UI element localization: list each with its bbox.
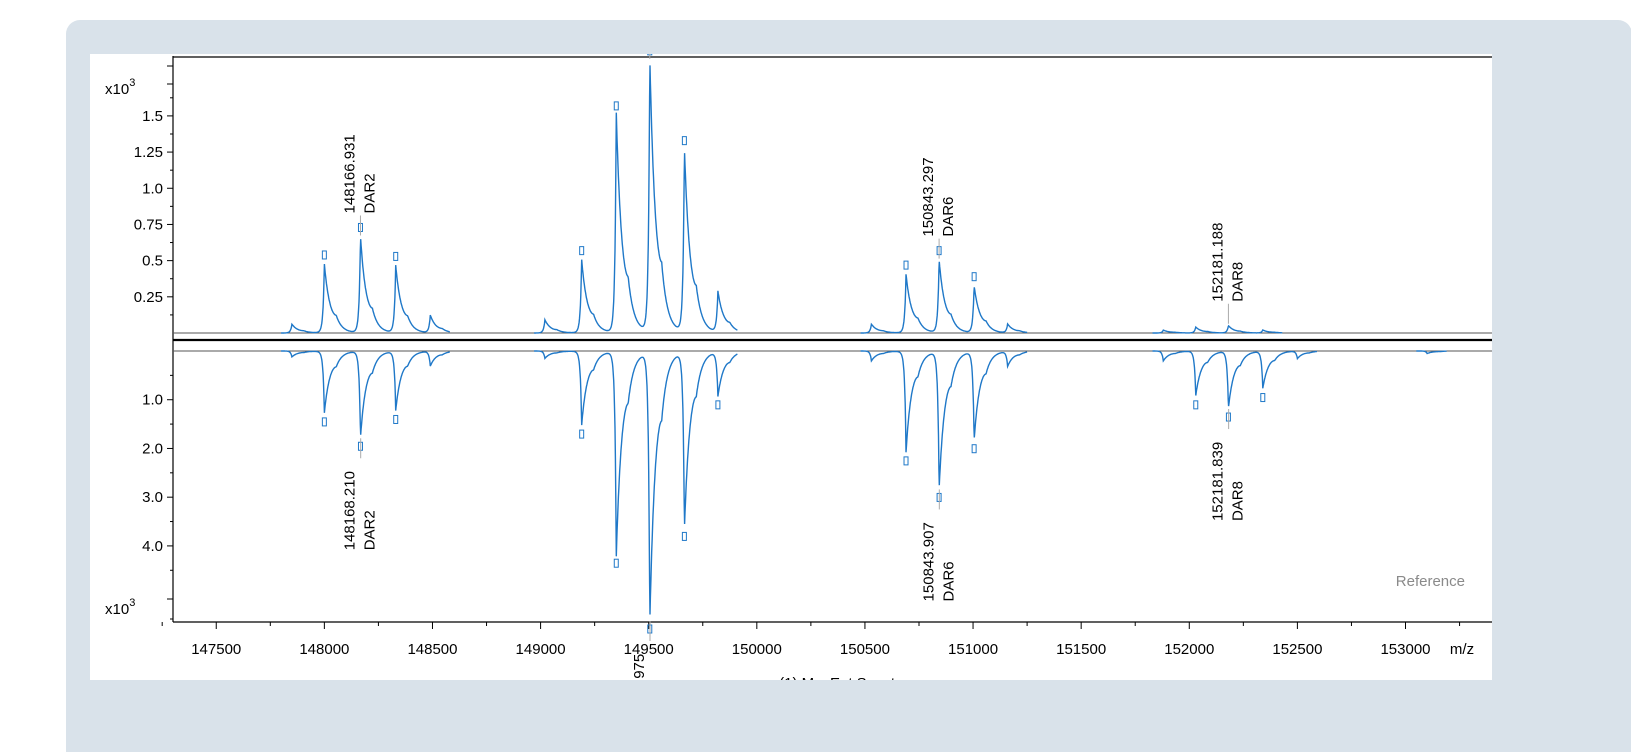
peak-dar-label-top: DAR8	[1229, 262, 1246, 302]
peak-mz-label-bottom: 149505.975	[631, 654, 648, 680]
x-tick-label: 150500	[840, 641, 890, 658]
reference-legend: Reference	[1396, 573, 1465, 590]
peak-mz-label-bottom: 152181.839	[1210, 442, 1227, 521]
x-tick-label: 147500	[191, 641, 241, 658]
peak-marker-top	[971, 272, 977, 282]
peak-marker-top	[579, 246, 585, 256]
peak-dar-label-bottom: DAR6	[940, 561, 957, 601]
x-tick-label: 152500	[1272, 641, 1322, 658]
peak-marker-bottom	[1260, 393, 1266, 403]
peak-dar-label-top: DAR6	[940, 197, 957, 237]
y-tick-label-bottom: 1.0	[142, 392, 163, 409]
y-multiplier-exp-top: 3	[129, 77, 135, 89]
x-tick-label: 149500	[624, 641, 674, 658]
x-tick-label: 151500	[1056, 641, 1106, 658]
peak-mz-label-bottom: 148168.210	[342, 471, 359, 550]
y-tick-label-top: 0.25	[134, 289, 163, 306]
y-multiplier-top: x103	[105, 77, 135, 98]
peak-marker-top	[321, 250, 327, 260]
y-tick-label-bottom: 3.0	[142, 489, 163, 506]
x-tick-label: 153000	[1380, 641, 1430, 658]
mass-spectrum-chart: 0.25 0.5 0.75 1.0 1.25 1.5 x103 1.0 2.0 3.0 4.0 x10…	[105, 54, 1492, 680]
y-tick-label-top: 0.5	[142, 253, 163, 270]
chart-panel: 0.25 0.5 0.75 1.0 1.25 1.5 x103 1.0 2.0 3.0 4.0 x10…	[90, 54, 1492, 680]
peak-marker-bottom	[613, 558, 619, 568]
y-multiplier-exp-bottom: 3	[129, 597, 135, 609]
y-tick-label-bottom: 4.0	[142, 538, 163, 555]
peak-marker-bottom	[321, 417, 327, 427]
bottom-spectrum-trace	[281, 350, 1447, 615]
x-tick-label: 152000	[1164, 641, 1214, 658]
y-tick-label-bottom: 2.0	[142, 440, 163, 457]
peak-marker-bottom	[681, 531, 687, 541]
x-tick-label: 151000	[948, 641, 998, 658]
peak-marker-bottom	[715, 400, 721, 410]
y-tick-label-top: 1.0	[142, 180, 163, 197]
peak-mz-label-top: 148166.931	[341, 134, 358, 213]
y-tick-label-top: 1.5	[142, 108, 163, 125]
peak-marker-top	[393, 251, 399, 261]
y-multiplier-bottom: x103	[105, 597, 135, 618]
peak-dar-label-bottom: DAR2	[362, 510, 379, 550]
peak-marker-top	[681, 136, 687, 146]
x-tick-label: 149000	[516, 641, 566, 658]
top-spectrum-trace	[281, 65, 1283, 334]
x-tick-label: 148000	[299, 641, 349, 658]
y-tick-label-top: 1.25	[134, 144, 163, 161]
peak-marker-bottom	[393, 414, 399, 424]
peak-mz-label-bottom: 150843.907	[920, 522, 937, 601]
x-axis-label: m/z	[1450, 641, 1474, 658]
peak-marker-bottom	[1193, 400, 1199, 410]
spectrum-caption: (1) MaxEnt Spectrum	[779, 675, 921, 680]
peak-marker-bottom	[971, 444, 977, 454]
peak-dar-label-bottom: DAR8	[1230, 481, 1247, 521]
y-tick-label-top: 0.75	[134, 216, 163, 233]
peak-mz-label-top: 150843.297	[920, 157, 937, 236]
peak-marker-bottom	[579, 429, 585, 439]
peak-marker-top	[613, 101, 619, 111]
peak-mz-label-top: 152181.188	[1209, 223, 1226, 302]
x-tick-label: 150000	[732, 641, 782, 658]
peak-marker-bottom	[903, 456, 909, 466]
peak-dar-label-top: DAR2	[361, 173, 378, 213]
x-tick-label: 148500	[407, 641, 457, 658]
peak-marker-top	[903, 260, 909, 270]
